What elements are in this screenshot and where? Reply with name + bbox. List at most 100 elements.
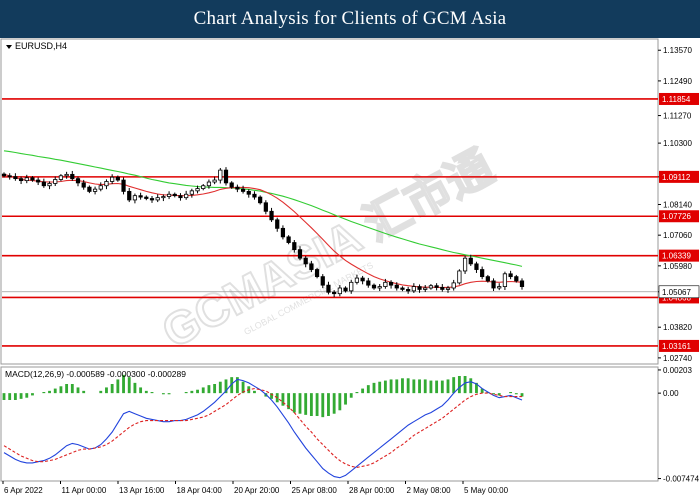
candle-body xyxy=(58,175,64,180)
candle xyxy=(303,256,308,268)
candle-body xyxy=(502,273,508,287)
candle xyxy=(275,217,280,232)
level-label: 1.07726 xyxy=(662,212,691,221)
candle-body xyxy=(309,263,314,270)
price-tick-label: 1.03820 xyxy=(663,323,692,332)
candle-body xyxy=(286,236,291,243)
candle xyxy=(18,176,24,185)
candle xyxy=(252,191,257,200)
candle xyxy=(485,274,490,283)
candle xyxy=(75,176,81,187)
candle xyxy=(417,284,422,293)
candle-body xyxy=(240,188,246,192)
candle-body xyxy=(462,257,468,272)
candle xyxy=(13,173,18,181)
candle-body xyxy=(218,169,223,181)
candle xyxy=(127,188,132,203)
candle xyxy=(440,284,445,292)
time-tick-label: 11 Apr 00:00 xyxy=(62,486,107,495)
candle xyxy=(218,167,223,184)
candle xyxy=(360,275,365,285)
candle-body xyxy=(189,190,194,195)
level-label: 1.06339 xyxy=(662,252,691,261)
candle-body xyxy=(138,195,143,198)
candle xyxy=(411,283,416,293)
candle-body xyxy=(18,178,24,182)
price-tick-label: 1.07060 xyxy=(663,231,692,240)
candle-body xyxy=(235,186,240,190)
candle-body xyxy=(434,285,439,288)
candle-body xyxy=(383,281,388,287)
candle xyxy=(354,274,360,285)
candle-body xyxy=(7,175,12,178)
candle xyxy=(406,286,411,294)
price-tick-label: 1.05980 xyxy=(663,262,692,271)
candle xyxy=(53,176,58,187)
candle xyxy=(462,255,468,274)
time-tick-label: 2 May 08:00 xyxy=(407,486,452,495)
candle-body xyxy=(178,195,183,199)
candle-body xyxy=(24,177,29,182)
caret-down-icon[interactable] xyxy=(6,45,12,49)
level-tag xyxy=(659,210,699,223)
candle xyxy=(258,195,263,205)
candle-body xyxy=(303,257,308,265)
candle xyxy=(172,192,177,198)
candle xyxy=(229,181,234,189)
price-tick-label: 1.02740 xyxy=(663,354,692,363)
macd-tick-label: 0.00203 xyxy=(663,366,692,375)
candle xyxy=(184,190,189,200)
symbol-label[interactable]: EURUSD,H4 xyxy=(6,41,67,51)
candle xyxy=(64,171,69,179)
candle-body xyxy=(30,177,35,181)
candle xyxy=(87,185,92,194)
level-tag xyxy=(659,249,699,262)
candle xyxy=(166,191,172,200)
candle xyxy=(297,246,303,261)
candle xyxy=(104,179,109,190)
candle-body xyxy=(166,193,172,197)
level-label: 1.11854 xyxy=(662,95,691,104)
candle xyxy=(309,260,314,273)
candle xyxy=(110,174,115,185)
candle xyxy=(292,239,297,253)
candle xyxy=(497,283,502,291)
candle-body xyxy=(354,277,360,283)
ma-slow-line xyxy=(3,150,523,267)
candle xyxy=(388,280,394,289)
candle-body xyxy=(366,280,371,286)
candle-body xyxy=(172,193,177,197)
candle xyxy=(98,182,103,192)
candle xyxy=(212,176,217,185)
level-tag xyxy=(659,92,699,105)
time-tick-label: 5 May 00:00 xyxy=(464,486,509,495)
chart-canvas[interactable]: GCMASIA 汇市通 GLOBAL COMMERCIAL MARKETS 1.… xyxy=(0,38,700,500)
candle xyxy=(320,274,325,289)
candle-body xyxy=(406,289,411,292)
candle-body xyxy=(314,269,320,278)
candle-body xyxy=(297,249,303,259)
candle-body xyxy=(104,181,109,187)
time-tick-label: 6 Apr 2022 xyxy=(4,486,43,495)
candle xyxy=(394,282,399,291)
candle-body xyxy=(87,186,92,192)
candle-body xyxy=(519,280,525,287)
candle-body xyxy=(474,263,479,270)
candle xyxy=(366,277,371,288)
candle xyxy=(115,175,120,182)
candle-body xyxy=(206,181,212,187)
candle-body xyxy=(64,173,69,177)
candle-body xyxy=(491,280,496,289)
candle-body xyxy=(223,169,229,184)
candle xyxy=(423,285,428,292)
candle xyxy=(349,279,354,294)
candle-body xyxy=(445,287,451,290)
candle xyxy=(92,186,98,195)
candle-body xyxy=(411,286,416,292)
price-tick-label: 1.13570 xyxy=(663,46,692,55)
candle xyxy=(337,285,342,297)
macd-panel xyxy=(0,366,659,482)
macd-tick-label: 0.00 xyxy=(663,389,679,398)
candle xyxy=(189,188,194,198)
candle-body xyxy=(155,197,160,201)
